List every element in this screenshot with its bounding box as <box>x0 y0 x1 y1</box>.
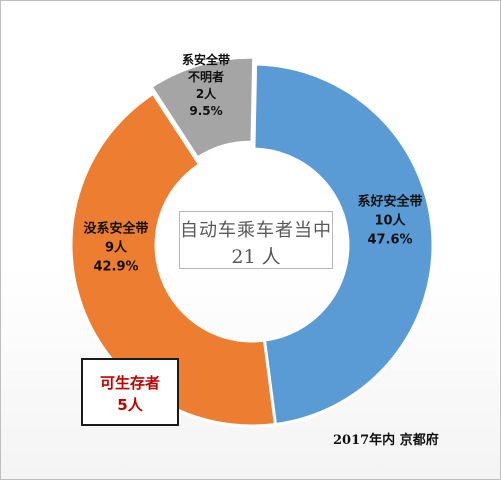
survivor-callout: 可生存者 5人 <box>81 358 179 426</box>
slice-label-noseatbelt-1: 9人 <box>105 240 128 256</box>
survivor-title: 可生存者 <box>99 374 160 392</box>
center-count: 21 人 <box>231 246 281 268</box>
slice-label-seatbelt-1: 10人 <box>374 213 406 229</box>
center-title: 自动车乘车者当中 <box>180 220 332 241</box>
slice-label-noseatbelt-2: 42.9% <box>93 260 138 275</box>
center-label-box: 自动车乘车者当中 21 人 <box>179 211 333 269</box>
slice-label-unknown-1: 不明者 <box>188 69 224 84</box>
slice-label-unknown-2: 2人 <box>196 86 217 101</box>
slice-label-seatbelt-0: 系好安全带 <box>357 194 422 210</box>
slice-label-seatbelt-2: 47.6% <box>367 233 412 248</box>
slice-seatbelt <box>252 62 435 427</box>
survivor-count: 5人 <box>117 396 143 414</box>
slice-unknown <box>149 55 256 160</box>
slice-label-unknown-0: 系安全带 <box>182 52 230 67</box>
slice-label-noseatbelt-0: 没系安全带 <box>83 221 148 237</box>
footer-note: 2017年内 京都府 <box>333 433 439 448</box>
slice-label-unknown-3: 9.5% <box>189 104 222 118</box>
